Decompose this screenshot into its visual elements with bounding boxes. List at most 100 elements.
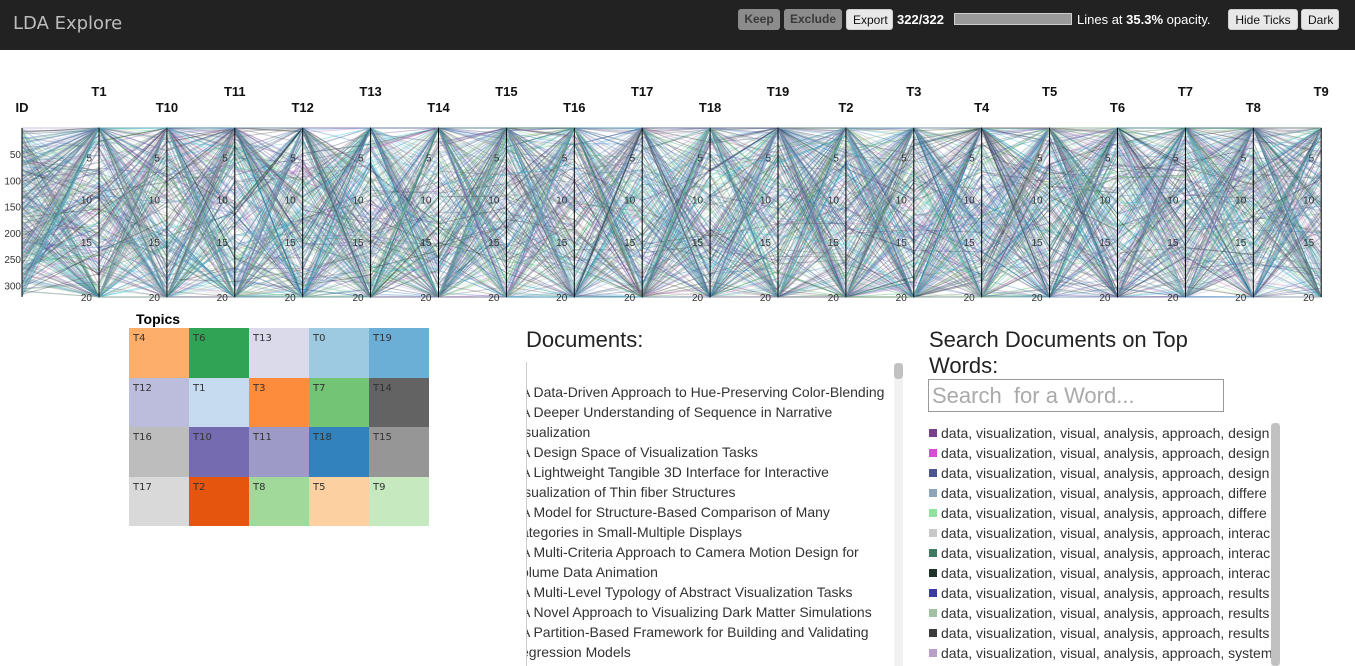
axis-t1[interactable]: T1 5 10 15 20	[81, 84, 107, 304]
search-result-item[interactable]: data, visualization, visual, analysis, a…	[928, 563, 1273, 583]
axis-t5[interactable]: T5 5 10 15 20	[1031, 84, 1057, 304]
document-item[interactable]: A Design Space of Visualization Tasks	[526, 444, 758, 460]
export-button[interactable]: Export	[846, 9, 893, 30]
axis-label[interactable]: T13	[359, 84, 381, 99]
hide-ticks-button[interactable]: Hide Ticks	[1228, 9, 1298, 30]
axis-t6[interactable]: T6 5 10 15 20	[1099, 100, 1125, 304]
axis-t14[interactable]: T14 5 10 15 20	[420, 100, 450, 304]
axis-t10[interactable]: T10 5 10 15 20	[149, 100, 178, 304]
exclude-button[interactable]: Exclude	[784, 9, 842, 30]
axis-label[interactable]: T5	[1042, 84, 1057, 99]
dark-mode-button[interactable]: Dark	[1301, 9, 1339, 30]
axis-label[interactable]: T9	[1314, 84, 1329, 99]
topic-cell-t7[interactable]: T7	[309, 377, 369, 427]
document-item[interactable]: egression Models	[526, 644, 631, 660]
topic-cell-t14[interactable]: T14	[369, 377, 429, 427]
document-item[interactable]: A Novel Approach to Visualizing Dark Mat…	[526, 604, 872, 620]
axis-label[interactable]: T16	[563, 100, 585, 115]
documents-scroll-thumb[interactable]	[894, 363, 903, 379]
search-result-item[interactable]: data, visualization, visual, analysis, a…	[928, 463, 1273, 483]
topic-cell-t18[interactable]: T18	[309, 427, 369, 477]
search-input[interactable]	[928, 379, 1224, 412]
axis-id[interactable]: ID 50 100 150 200 250 300	[4, 100, 29, 297]
search-result-item[interactable]: data, visualization, visual, analysis, a…	[928, 623, 1273, 643]
search-result-item[interactable]: data, visualization, visual, analysis, a…	[928, 643, 1273, 663]
axis-label[interactable]: T18	[699, 100, 721, 115]
axis-label[interactable]: ID	[16, 100, 29, 115]
search-result-item[interactable]: data, visualization, visual, analysis, a…	[928, 443, 1273, 463]
document-item[interactable]: A Multi-Criteria Approach to Camera Moti…	[526, 544, 859, 560]
topic-cell-t11[interactable]: T11	[249, 427, 309, 477]
search-result-item[interactable]: data, visualization, visual, analysis, a…	[928, 543, 1273, 563]
axis-t16[interactable]: T16 5 10 15 20	[556, 100, 585, 304]
axis-label[interactable]: T12	[291, 100, 313, 115]
document-item[interactable]: isualization	[526, 424, 591, 440]
axis-t9[interactable]: T9 5 10 15 20	[1303, 84, 1329, 304]
topic-cell-t19[interactable]: T19	[369, 328, 429, 378]
axis-t19[interactable]: T19 5 10 15 20	[760, 84, 789, 304]
axis-label[interactable]: T4	[974, 100, 990, 115]
axis-label[interactable]: T7	[1178, 84, 1193, 99]
search-result-item[interactable]: data, visualization, visual, analysis, a…	[928, 603, 1273, 623]
topic-cell-t10[interactable]: T10	[189, 427, 249, 477]
document-item[interactable]: A Lightweight Tangible 3D Interface for …	[526, 464, 829, 480]
axis-label[interactable]: T10	[156, 100, 178, 115]
document-item[interactable]: A Data-Driven Approach to Hue-Preserving…	[526, 384, 885, 400]
topic-cell-t15[interactable]: T15	[369, 427, 429, 477]
axis-label[interactable]: T6	[1110, 100, 1125, 115]
axis-label[interactable]: T14	[427, 100, 450, 115]
axis-t13[interactable]: T13 5 10 15 20	[352, 84, 381, 304]
parallel-coordinates-plot[interactable]: ID50100150200250300T15101520T105101520T1…	[0, 70, 1340, 310]
results-scrollbar[interactable]	[1271, 423, 1280, 666]
keep-button[interactable]: Keep	[738, 9, 780, 30]
documents-scrollbar[interactable]	[894, 363, 903, 666]
documents-list-box[interactable]: A Data-Driven Approach to Hue-Preserving…	[526, 362, 905, 666]
axis-t12[interactable]: T12 5 10 15 20	[285, 100, 314, 304]
document-item[interactable]: A Multi-Level Typology of Abstract Visua…	[526, 584, 853, 600]
search-results-list[interactable]: data, visualization, visual, analysis, a…	[928, 423, 1273, 666]
topic-cell-t9[interactable]: T9	[369, 476, 429, 526]
document-item[interactable]: A Deeper Understanding of Sequence in Na…	[526, 404, 833, 420]
search-result-item[interactable]: data, visualization, visual, analysis, a…	[928, 583, 1273, 603]
axis-label[interactable]: T2	[838, 100, 853, 115]
document-item[interactable]: olume Data Animation	[526, 564, 658, 580]
axis-label[interactable]: T19	[767, 84, 789, 99]
axis-label[interactable]: T11	[224, 84, 246, 99]
topic-cell-t6[interactable]: T6	[189, 328, 249, 378]
topic-cell-t8[interactable]: T8	[249, 476, 309, 526]
axis-t7[interactable]: T7 5 10 15 20	[1167, 84, 1193, 304]
axis-t11[interactable]: T11 5 10 15 20	[217, 84, 246, 304]
document-item[interactable]: A Partition-Based Framework for Building…	[526, 624, 869, 640]
document-item[interactable]: A Model for Structure-Based Comparison o…	[526, 504, 830, 520]
topic-cell-t16[interactable]: T16	[129, 427, 189, 477]
axis-label[interactable]: T17	[631, 84, 653, 99]
topic-grid[interactable]: T4 T6 T13 T0 T19 T12 T1 T3 T7 T14 T16 T10 T11 T18 T15 T…	[129, 328, 429, 526]
axis-t8[interactable]: T8 5 10 15 20	[1235, 100, 1261, 304]
axis-t2[interactable]: T2 5 10 15 20	[828, 100, 854, 304]
topic-cell-t12[interactable]: T12	[129, 377, 189, 427]
search-result-item[interactable]: data, visualization, visual, analysis, a…	[928, 503, 1273, 523]
search-result-item[interactable]: data, visualization, visual, analysis, a…	[928, 483, 1273, 503]
axis-t15[interactable]: T15 5 10 15 20	[488, 84, 517, 304]
axis-label[interactable]: T8	[1246, 100, 1261, 115]
topic-cell-t13[interactable]: T13	[249, 328, 309, 378]
search-result-item[interactable]: data, visualization, visual, analysis, a…	[928, 423, 1273, 443]
topic-cell-t1[interactable]: T1	[189, 377, 249, 427]
axis-t18[interactable]: T18 5 10 15 20	[692, 100, 721, 304]
axis-t17[interactable]: T17 5 10 15 20	[624, 84, 653, 304]
document-item[interactable]: isualization of Thin fiber Structures	[526, 484, 736, 500]
axis-label[interactable]: T15	[495, 84, 517, 99]
axis-label[interactable]: T1	[91, 84, 106, 99]
axis-label[interactable]: T3	[906, 84, 921, 99]
topic-cell-t4[interactable]: T4	[129, 328, 189, 378]
search-result-item[interactable]: data, visualization, visual, analysis, a…	[928, 523, 1273, 543]
topic-cell-t5[interactable]: T5	[309, 476, 369, 526]
topic-cell-t3[interactable]: T3	[249, 377, 309, 427]
results-scroll-thumb[interactable]	[1271, 423, 1280, 666]
topic-cell-t2[interactable]: T2	[189, 476, 249, 526]
topic-cell-t17[interactable]: T17	[129, 476, 189, 526]
axis-t4[interactable]: T4 5 10 15 20	[964, 100, 990, 304]
topic-cell-t0[interactable]: T0	[309, 328, 369, 378]
document-item[interactable]: ategories in Small-Multiple Displays	[526, 524, 742, 540]
axis-t3[interactable]: T3 5 10 15 20	[896, 84, 922, 304]
